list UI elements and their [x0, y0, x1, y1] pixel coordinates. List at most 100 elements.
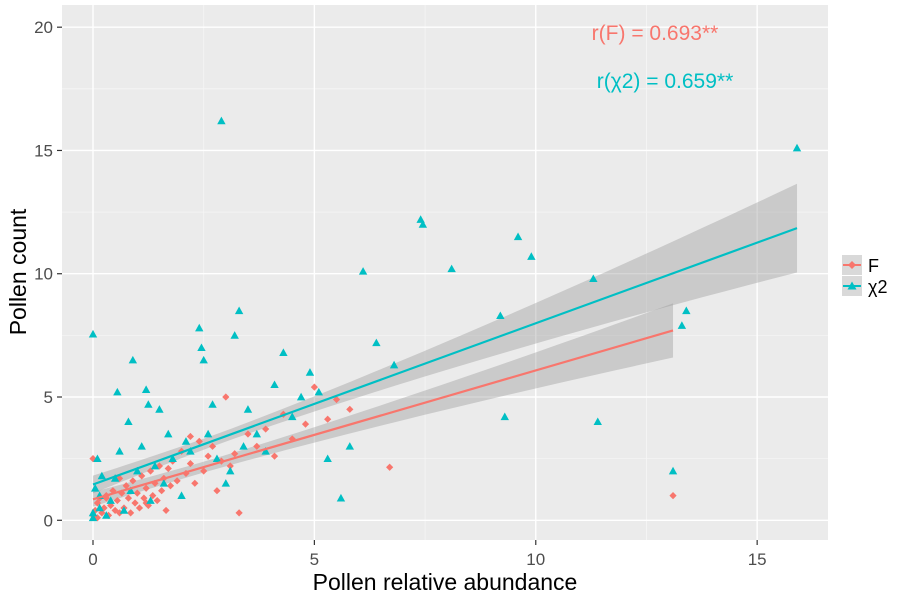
point-f	[153, 496, 161, 505]
point-chi2	[305, 368, 315, 376]
point-chi2	[314, 387, 324, 396]
data-points	[88, 116, 802, 522]
point-f	[270, 452, 279, 460]
point-chi2	[186, 447, 195, 455]
confidence-band-chi2	[92, 183, 798, 494]
point-f	[310, 383, 318, 391]
point-chi2	[208, 400, 217, 408]
point-chi2	[197, 343, 206, 352]
point-f	[253, 442, 261, 450]
point-f	[122, 482, 130, 490]
point-f	[158, 487, 166, 495]
y-tick-label: 15	[34, 141, 53, 160]
point-chi2	[97, 471, 107, 480]
point-f	[100, 504, 108, 512]
point-f	[107, 501, 115, 510]
point-chi2	[88, 513, 98, 522]
point-f	[127, 509, 135, 517]
point-chi2	[243, 405, 253, 413]
point-chi2	[323, 454, 332, 463]
point-f	[386, 463, 394, 471]
point-f	[262, 425, 270, 433]
fit-line-chi2	[92, 227, 798, 486]
point-chi2	[93, 454, 102, 463]
point-f	[346, 405, 354, 413]
point-f	[131, 499, 139, 507]
y-tick-label: 10	[34, 265, 53, 284]
point-f	[98, 509, 106, 517]
point-chi2	[447, 264, 456, 273]
point-f	[142, 484, 150, 492]
legend-key-chi2-marker	[847, 281, 857, 290]
point-chi2	[230, 331, 239, 339]
axes: 0 5 10 15 0 5 10 15 20	[34, 18, 767, 569]
legend-label-chi2: χ2	[868, 277, 887, 297]
y-tick-label: 20	[34, 18, 53, 37]
x-tick-label: 0	[88, 550, 97, 569]
point-chi2	[203, 429, 213, 438]
point-chi2	[195, 323, 204, 332]
point-f	[204, 452, 212, 460]
legend-key-f-marker	[848, 261, 856, 269]
point-f	[146, 467, 155, 475]
point-chi2	[88, 508, 98, 517]
point-chi2	[102, 511, 111, 519]
x-tick-label: 5	[310, 550, 319, 569]
point-f	[200, 467, 208, 475]
fit-line-f	[92, 329, 674, 501]
point-chi2	[88, 329, 98, 338]
point-chi2	[288, 412, 297, 421]
point-chi2	[113, 387, 122, 396]
annotation-r-f: r(F) = 0.693**	[592, 22, 719, 45]
point-chi2	[682, 306, 691, 315]
point-f	[235, 509, 243, 517]
point-chi2	[150, 461, 160, 470]
point-f	[173, 477, 181, 485]
point-chi2	[144, 400, 153, 408]
point-chi2	[141, 385, 151, 393]
point-chi2	[496, 311, 505, 320]
point-f	[226, 462, 234, 470]
confidence-bands	[92, 183, 798, 507]
point-chi2	[527, 252, 536, 260]
point-f	[166, 482, 175, 490]
point-chi2	[115, 447, 124, 455]
point-chi2	[155, 405, 164, 413]
y-tick-label: 5	[44, 388, 53, 407]
point-f	[213, 487, 221, 495]
point-chi2	[372, 338, 381, 347]
point-chi2	[91, 484, 100, 492]
point-f	[124, 494, 133, 502]
point-chi2	[279, 348, 288, 356]
point-chi2	[589, 274, 598, 283]
point-chi2	[119, 506, 129, 514]
point-chi2	[358, 267, 368, 275]
point-f	[222, 393, 230, 401]
point-f	[102, 494, 110, 502]
point-f	[115, 509, 124, 517]
x-tick-label: 15	[748, 550, 767, 569]
point-f	[231, 450, 239, 458]
point-f	[332, 395, 341, 404]
confidence-band-f	[92, 303, 674, 507]
point-chi2	[212, 454, 222, 463]
point-f	[133, 489, 141, 497]
point-f	[111, 506, 119, 515]
point-f	[113, 496, 121, 505]
point-chi2	[270, 380, 279, 389]
point-chi2	[513, 232, 523, 241]
point-chi2	[177, 491, 186, 499]
point-f	[195, 437, 203, 445]
point-chi2	[128, 355, 138, 364]
point-f	[244, 430, 252, 438]
annotation-r-chi2: r(χ2) = 0.659**	[597, 70, 734, 93]
point-chi2	[677, 321, 687, 329]
point-chi2	[124, 417, 133, 426]
point-chi2	[137, 442, 146, 450]
point-chi2	[389, 360, 399, 369]
fit-lines	[92, 227, 798, 501]
point-chi2	[792, 143, 802, 152]
point-f	[208, 442, 217, 450]
point-chi2	[95, 503, 104, 512]
